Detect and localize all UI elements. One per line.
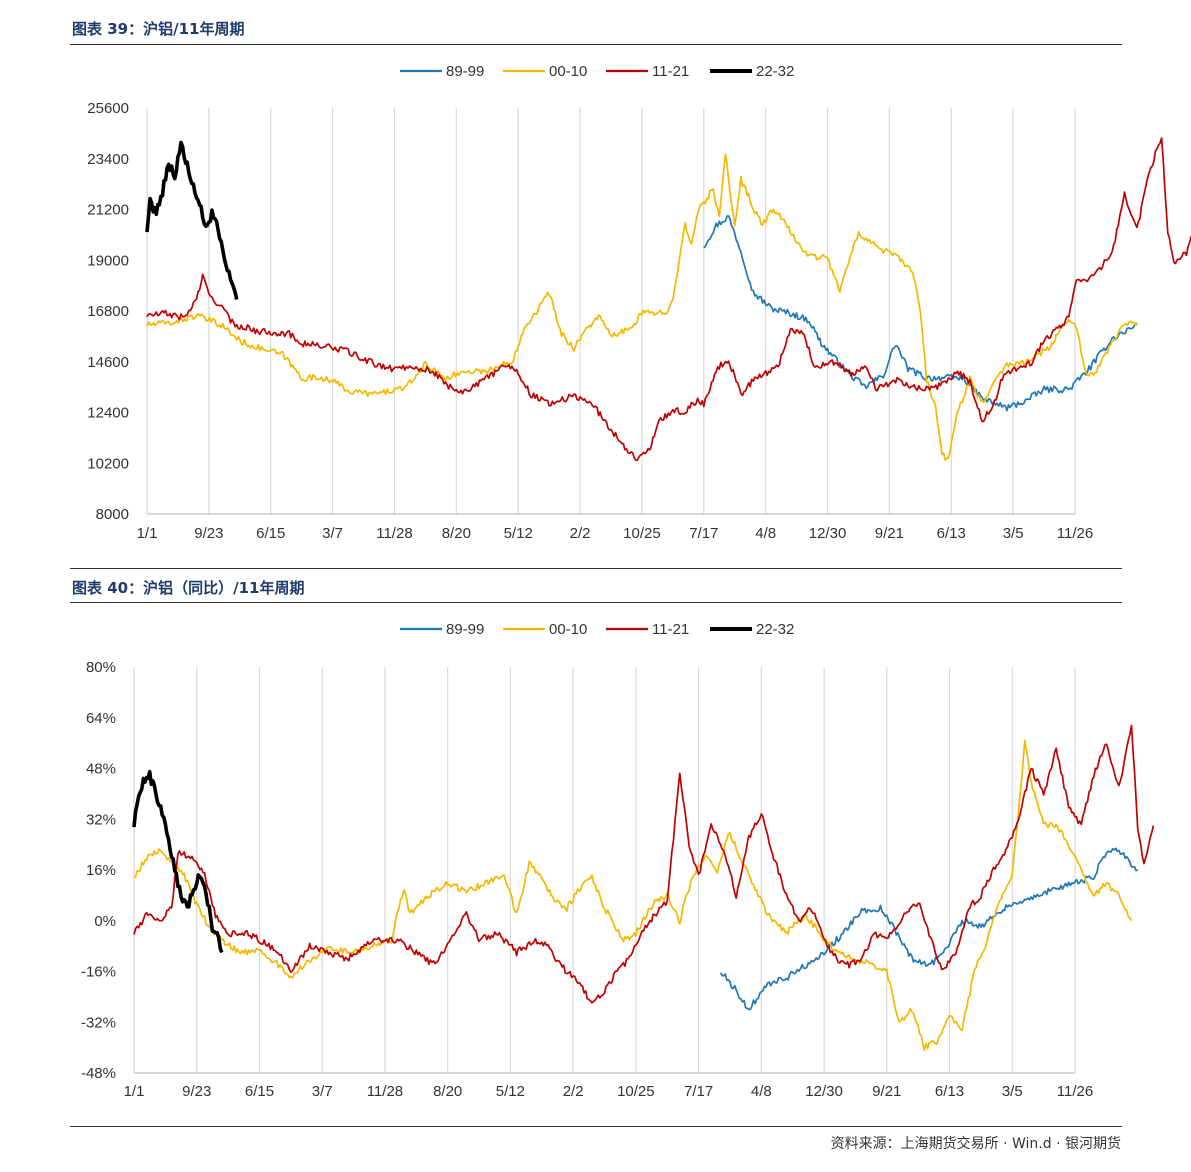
x-tick-label: 6/15 (256, 525, 285, 542)
series-line-89-99 (703, 215, 1138, 412)
x-tick-label: 8/20 (433, 1083, 462, 1100)
y-tick-label: 10200 (87, 455, 129, 472)
source-note: 资料来源：上海期货交易所 · Win.d · 银河期货 (830, 1136, 1121, 1152)
x-tick-label: 6/13 (935, 1083, 964, 1100)
legend-label-89-99: 89-99 (446, 621, 484, 638)
x-tick-label: 1/1 (137, 525, 158, 542)
x-tick-label: 2/2 (563, 1083, 584, 1100)
chart-1-top-rule (70, 44, 1122, 45)
x-tick-label: 12/30 (805, 1083, 843, 1100)
x-tick-label: 2/2 (570, 525, 591, 542)
y-tick-label: 0% (94, 913, 116, 930)
series-line-11-21 (133, 724, 1155, 1004)
x-tick-label: 5/12 (504, 525, 533, 542)
x-tick-label: 3/7 (312, 1083, 333, 1100)
x-tick-label: 11/26 (1057, 1083, 1093, 1100)
y-tick-label: 19000 (87, 252, 129, 269)
legend-label-22-32: 22-32 (756, 621, 794, 638)
x-tick-label: 9/23 (194, 525, 223, 542)
x-tick-label: 3/5 (1002, 1083, 1023, 1100)
y-tick-label: 25600 (87, 100, 129, 117)
x-tick-label: 9/21 (872, 1083, 901, 1100)
x-tick-label: 10/25 (623, 525, 661, 542)
legend-label-11-21: 11-21 (652, 621, 689, 638)
series-line-22-32 (132, 769, 224, 954)
x-tick-label: 6/15 (245, 1083, 274, 1100)
x-tick-label: 11/28 (367, 1083, 403, 1100)
legend-label-11-21: 11-21 (652, 63, 689, 80)
x-tick-label: 11/26 (1057, 525, 1093, 542)
x-tick-label: 9/21 (875, 525, 904, 542)
x-tick-label: 3/7 (322, 525, 343, 542)
series-line-11-21 (146, 137, 1191, 462)
chart-2-svg: 80% 64% 48% 32% 16% 0% -16% -32% -48% 1/1 9/23 6/15… (81, 621, 1155, 1100)
x-tick-label: 1/1 (124, 1083, 145, 1100)
chart-1-svg: 25600 23400 21200 19000 16800 14600 12400 10200… (87, 63, 1191, 542)
x-tick-label: 4/8 (755, 525, 776, 542)
y-tick-label: -32% (81, 1014, 116, 1031)
legend-label-00-10: 00-10 (549, 621, 587, 638)
series-line-00-10 (146, 153, 1138, 461)
y-tick-label: 16800 (87, 303, 129, 320)
legend-label-22-32: 22-32 (756, 63, 794, 80)
series-line-00-10 (133, 739, 1133, 1052)
x-tick-label: 8/20 (442, 525, 471, 542)
y-tick-label: -48% (81, 1065, 116, 1082)
y-tick-label: 21200 (87, 202, 129, 219)
x-tick-label: 7/17 (689, 525, 718, 542)
x-tick-label: 5/12 (496, 1083, 525, 1100)
y-tick-label: 80% (86, 659, 116, 676)
y-tick-label: 23400 (87, 151, 129, 168)
y-tick-label: 14600 (87, 354, 129, 371)
chart-1-title: 图表 39：沪铝/11年周期 (72, 20, 245, 38)
legend-label-00-10: 00-10 (549, 63, 587, 80)
y-tick-label: 8000 (96, 506, 129, 523)
y-tick-label: -16% (81, 964, 116, 981)
y-tick-label: 32% (86, 811, 116, 828)
series-line-22-32 (145, 140, 239, 300)
y-tick-label: 48% (86, 761, 116, 778)
x-tick-label: 9/23 (182, 1083, 211, 1100)
x-tick-label: 7/17 (684, 1083, 713, 1100)
chart-2-title: 图表 40：沪铝（同比）/11年周期 (72, 579, 305, 597)
x-tick-label: 10/25 (617, 1083, 655, 1100)
y-tick-label: 16% (86, 862, 116, 879)
footer-rule (70, 1126, 1122, 1127)
x-tick-label: 11/28 (376, 525, 412, 542)
chart-2-bottom-rule-top (70, 568, 1122, 569)
x-tick-label: 4/8 (751, 1083, 772, 1100)
y-tick-label: 12400 (87, 405, 129, 422)
chart-2-top-rule (70, 602, 1122, 603)
y-tick-label: 64% (86, 710, 116, 727)
series-line-89-99 (719, 847, 1139, 1011)
x-tick-label: 6/13 (937, 525, 966, 542)
x-tick-label: 3/5 (1003, 525, 1024, 542)
x-tick-label: 12/30 (809, 525, 847, 542)
legend-label-89-99: 89-99 (446, 63, 484, 80)
